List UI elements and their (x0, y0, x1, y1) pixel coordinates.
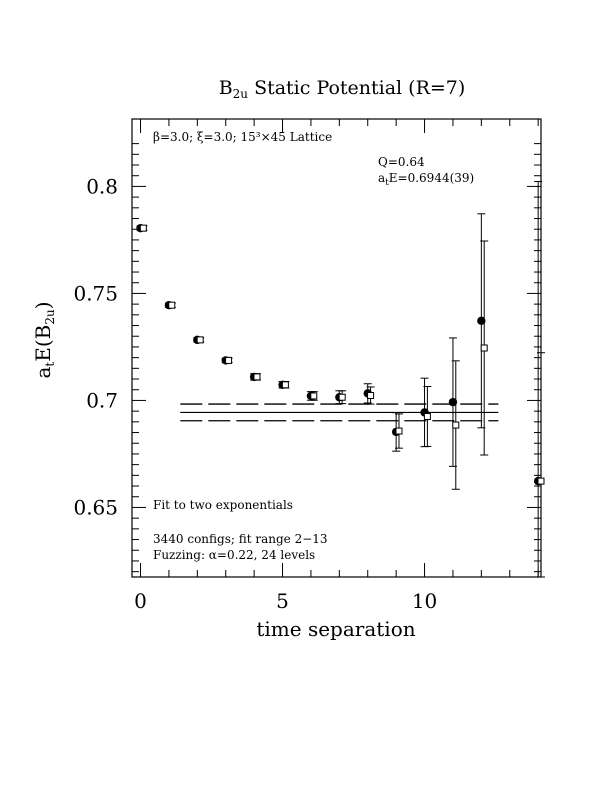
data-point-square (253, 373, 261, 381)
y-tick-label: 0.65 (73, 495, 118, 519)
data-point-square (423, 412, 431, 420)
y-tick-label: 0.8 (86, 174, 118, 198)
configs-annotation: 3440 configs; fit range 2−13 (153, 532, 328, 546)
data-points (136, 180, 545, 578)
data-point-square (537, 477, 545, 485)
data-point-square (367, 392, 375, 400)
q-annotation: Q=0.64 (378, 155, 425, 169)
data-point-circle (448, 397, 458, 407)
axes: 0 5 10 0.65 0.7 0.75 0.8 (73, 118, 542, 613)
y-tick-label: 0.75 (73, 281, 118, 305)
data-point-square (225, 356, 233, 364)
fit-band (180, 403, 499, 422)
data-point-square (480, 344, 488, 352)
data-point-square (196, 336, 204, 344)
data-point-square (168, 301, 176, 309)
y-tick-label: 0.7 (86, 388, 118, 412)
chart-title: B2u Static Potential (R=7) (219, 77, 466, 101)
x-axis-label: time separation (256, 617, 415, 641)
data-point-circle (477, 316, 486, 326)
x-tick-label: 0 (134, 589, 147, 613)
data-point-square (139, 224, 147, 232)
fit-label: Fit to two exponentials (153, 498, 293, 512)
fuzzing-annotation: Fuzzing: α=0.22, 24 levels (153, 548, 315, 562)
data-point-square (395, 427, 403, 435)
data-point-square (281, 381, 289, 389)
data-point-square (452, 421, 460, 429)
lattice-annotation: β=3.0; ξ=3.0; 15³×45 Lattice (153, 130, 332, 144)
data-point-square (310, 392, 318, 400)
data-point-square (338, 393, 346, 401)
y-axis-label: atE(B2u) (31, 301, 57, 378)
plot-frame (131, 118, 542, 578)
energy-annotation: atE=0.6944(39) (378, 171, 474, 188)
x-tick-label: 5 (276, 589, 289, 613)
x-tick-label: 10 (412, 589, 437, 613)
